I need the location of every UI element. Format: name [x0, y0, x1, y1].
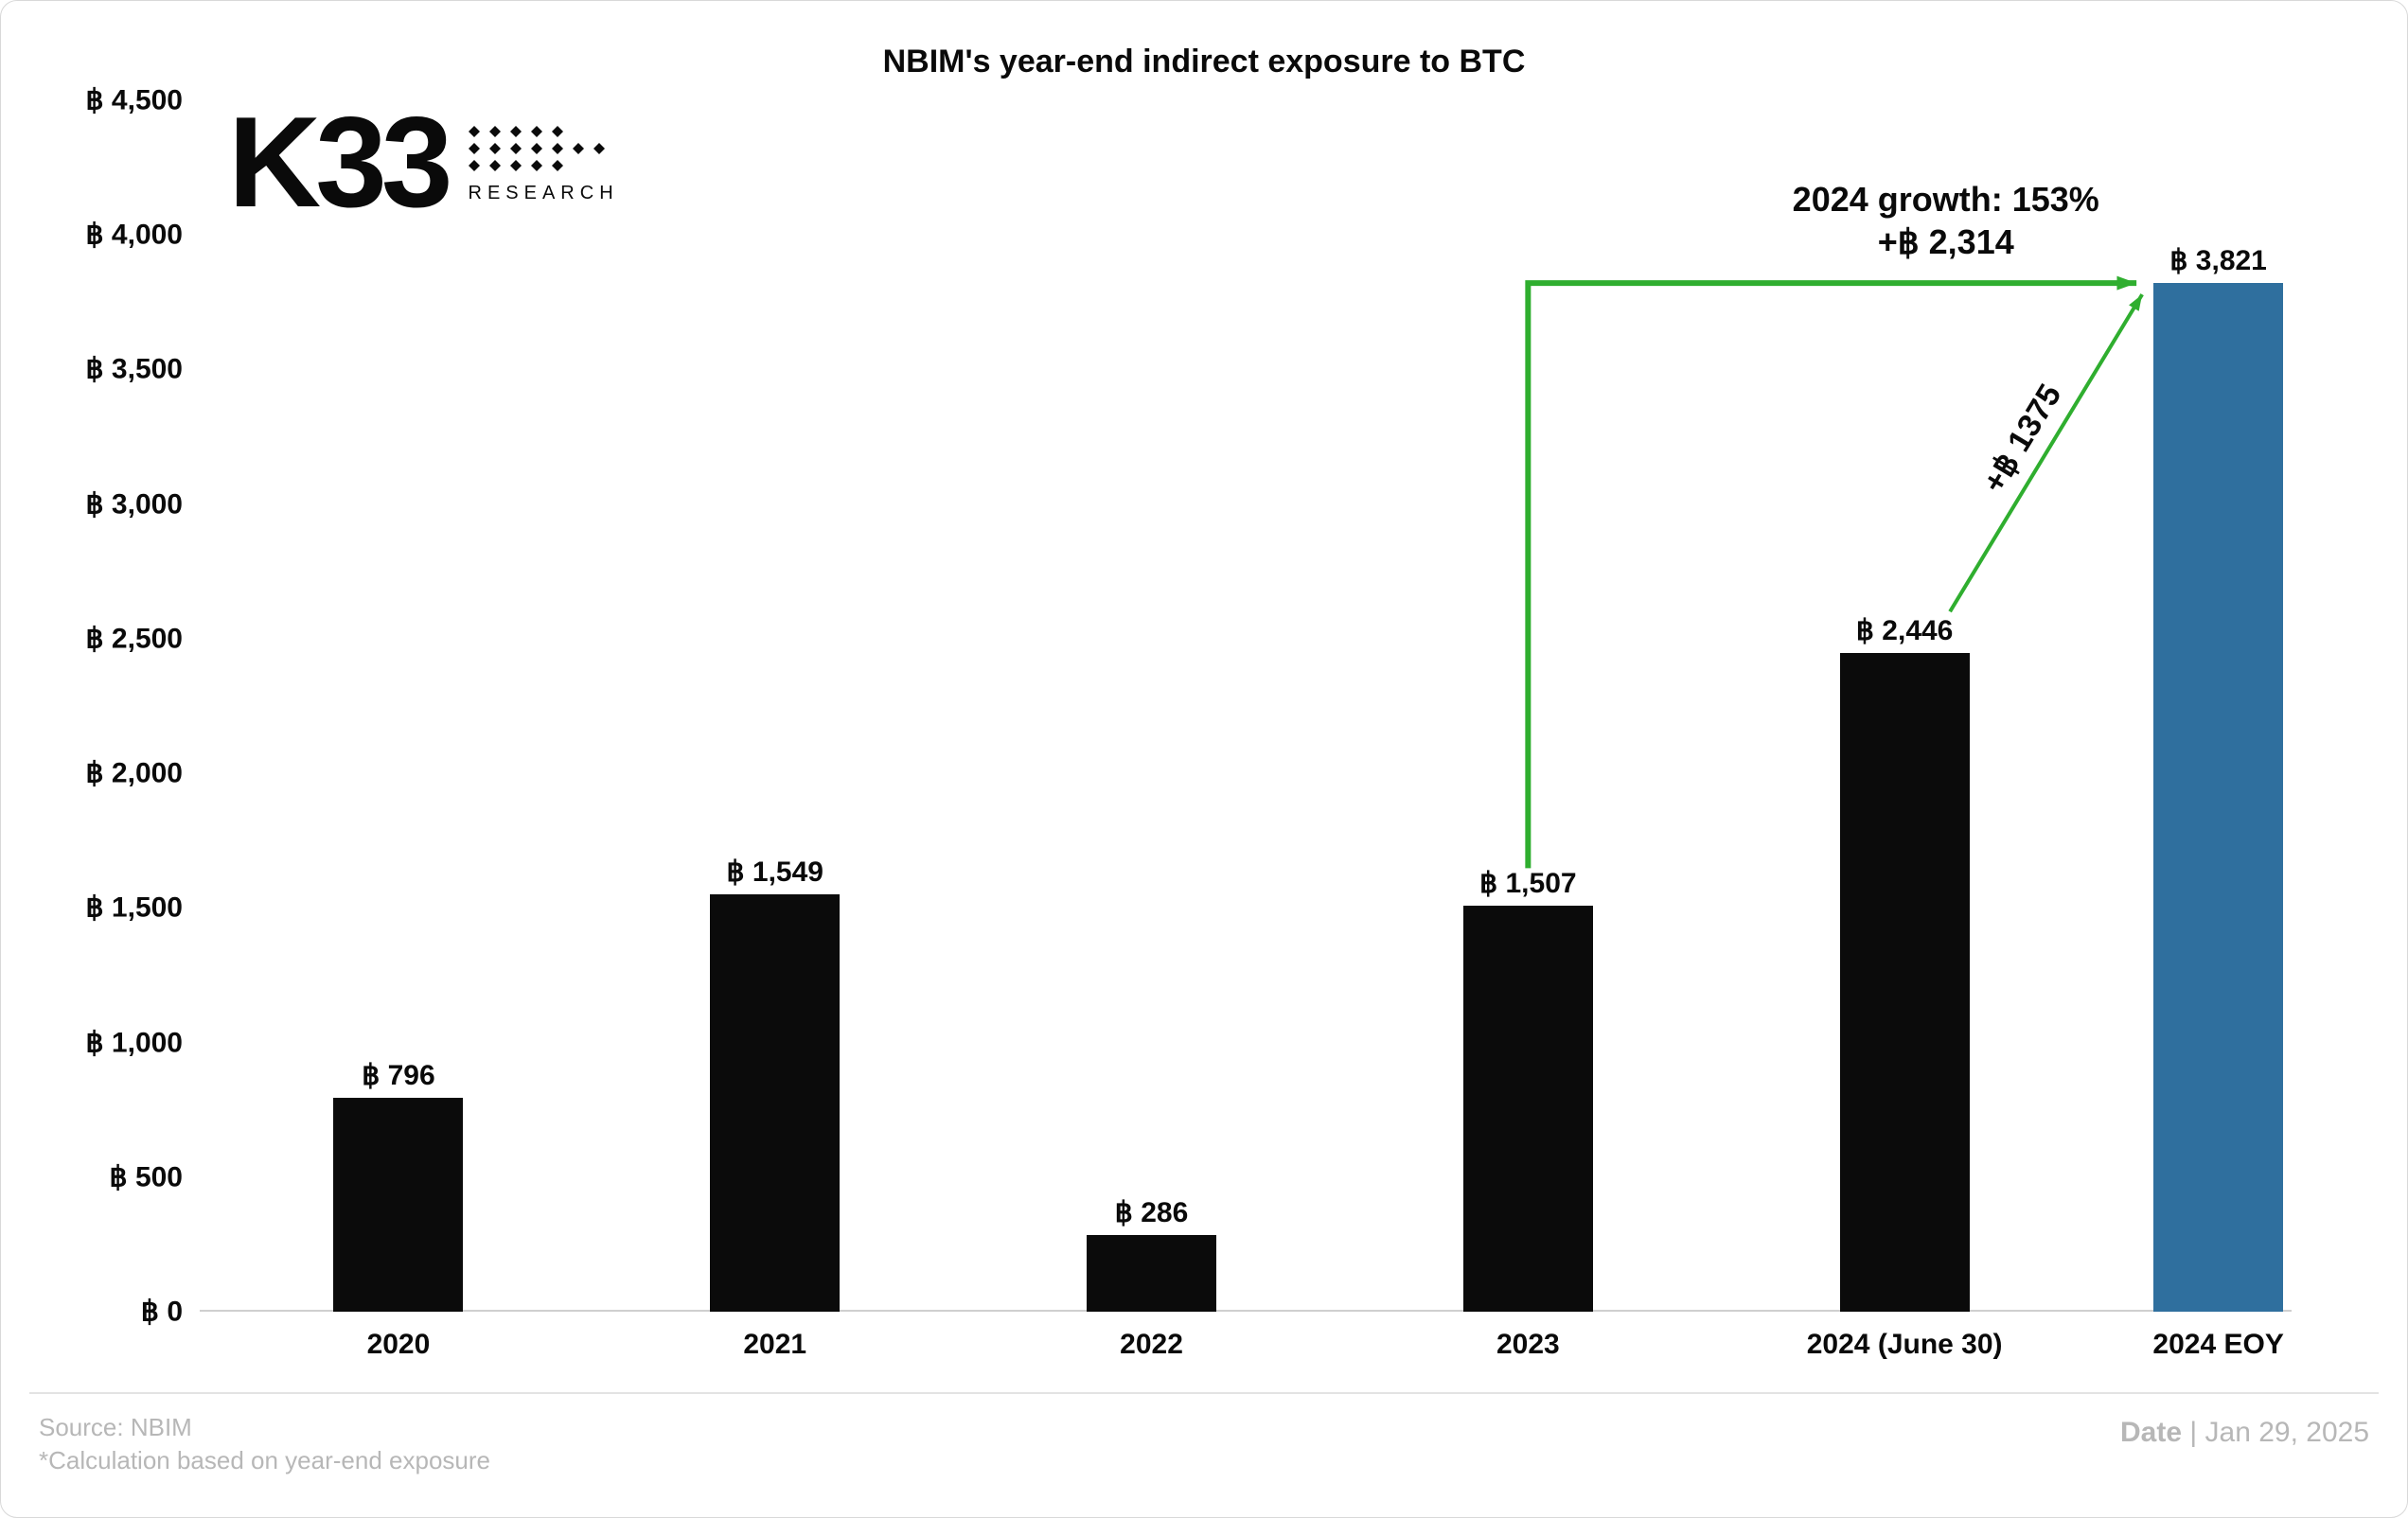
bar-value-label: ฿ 3,821	[2169, 244, 2267, 277]
chart-title: NBIM's year-end indirect exposure to BTC	[1, 44, 2407, 80]
footer-date-sep: |	[2189, 1417, 2204, 1448]
bar: ฿ 2,446	[1840, 653, 1970, 1312]
y-tick: ฿ 4,000	[86, 219, 184, 252]
x-axis-line	[200, 1310, 2292, 1312]
y-tick: ฿ 2,000	[86, 757, 184, 790]
footer-rule	[29, 1392, 2379, 1394]
growth-line2: +฿ 2,314	[1793, 221, 2099, 263]
y-tick: ฿ 1,500	[86, 891, 184, 925]
footer-date-value: Jan 29, 2025	[2205, 1417, 2369, 1448]
annotation-arrows	[200, 100, 2292, 1312]
y-tick: ฿ 2,500	[86, 622, 184, 655]
x-tick-label: 2021	[743, 1329, 806, 1361]
footer-date: Date | Jan 29, 2025	[2120, 1417, 2369, 1449]
bar: ฿ 1,507	[1463, 906, 1593, 1312]
x-tick-label: 2023	[1496, 1329, 1560, 1361]
bar-value-label: ฿ 1,549	[726, 856, 823, 889]
footer-date-label: Date	[2120, 1417, 2182, 1448]
y-tick: ฿ 4,500	[86, 84, 184, 117]
y-tick: ฿ 1,000	[86, 1026, 184, 1059]
chart-frame: NBIM's year-end indirect exposure to BTC…	[0, 0, 2408, 1518]
x-tick-label: 2024 (June 30)	[1807, 1329, 2003, 1361]
y-tick: ฿ 500	[110, 1160, 183, 1193]
bar: ฿ 3,821	[2153, 283, 2283, 1312]
x-tick-label: 2024 EOY	[2152, 1329, 2283, 1361]
x-tick-label: 2022	[1120, 1329, 1183, 1361]
y-tick: ฿ 3,000	[86, 487, 184, 521]
footer-source: Source: NBIM *Calculation based on year-…	[39, 1411, 490, 1477]
bar: ฿ 286	[1087, 1235, 1216, 1312]
x-tick-label: 2020	[367, 1329, 431, 1361]
bar-value-label: ฿ 286	[1115, 1196, 1188, 1229]
bar-value-label: ฿ 1,507	[1479, 867, 1577, 900]
plot-area: ฿ 0฿ 500฿ 1,000฿ 1,500฿ 2,000฿ 2,500฿ 3,…	[200, 100, 2292, 1312]
growth-annotation: 2024 growth: 153% +฿ 2,314	[1793, 178, 2099, 263]
y-tick: ฿ 0	[141, 1296, 183, 1329]
bar-value-label: ฿ 796	[362, 1059, 434, 1092]
footer-source-line2: *Calculation based on year-end exposure	[39, 1444, 490, 1477]
footer-source-line1: Source: NBIM	[39, 1411, 490, 1444]
bar: ฿ 796	[333, 1098, 463, 1312]
bar: ฿ 1,549	[710, 894, 840, 1312]
y-tick: ฿ 3,500	[86, 353, 184, 386]
bar-value-label: ฿ 2,446	[1856, 614, 1954, 647]
growth-line1: 2024 growth: 153%	[1793, 178, 2099, 221]
